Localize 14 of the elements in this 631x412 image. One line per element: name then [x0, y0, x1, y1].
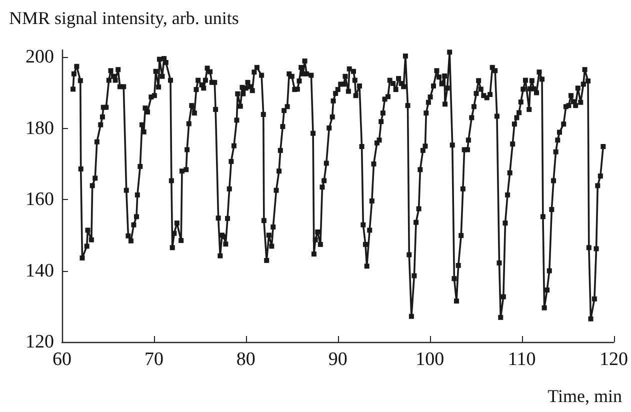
x-axis-title: Time, min: [548, 386, 622, 406]
y-tick-label: 200: [26, 46, 54, 68]
x-tick-label: 100: [416, 349, 444, 370]
y-tick-label: 180: [26, 118, 54, 139]
y-tick-label: 160: [26, 189, 54, 210]
x-tick-label: 80: [236, 349, 256, 370]
y-tick-label: 140: [26, 260, 54, 282]
x-tick-label: 70: [144, 349, 164, 370]
y-tick-label: 120: [26, 332, 54, 352]
x-tick-label: 120: [600, 349, 628, 370]
x-tick-label: 110: [508, 349, 536, 370]
y-axis-title: NMR signal intensity, arb. units: [9, 8, 239, 28]
x-tick-label: 90: [328, 349, 348, 370]
x-tick-label: 60: [52, 349, 72, 370]
